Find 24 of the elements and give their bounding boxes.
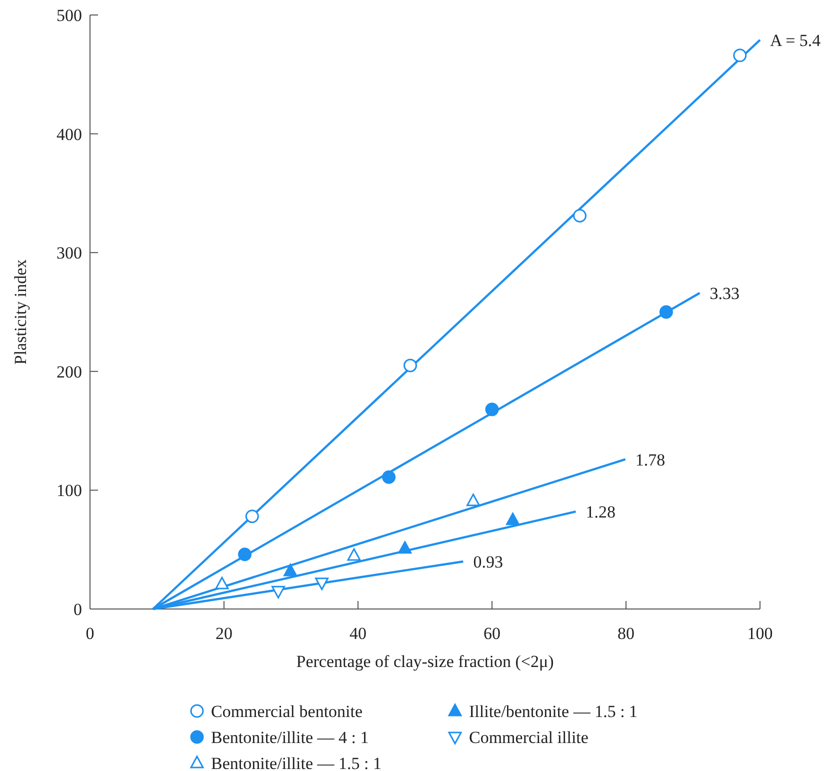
- x-tick-label: 0: [86, 624, 94, 643]
- annotation: 0.93: [473, 552, 503, 572]
- legend-label: Illite/bentonite — 1.5 : 1: [469, 702, 638, 721]
- x-tick-label: 40: [350, 624, 366, 643]
- annotation: 1.28: [586, 502, 616, 522]
- legend-label: Commercial illite: [469, 728, 588, 747]
- legend-label: Commercial bentonite: [211, 702, 363, 721]
- annotation: A = 5.4: [770, 30, 822, 50]
- legend-label: Bentonite/illite — 1.5 : 1: [211, 754, 382, 771]
- x-tick-label: 80: [618, 624, 634, 643]
- y-tick-label: 300: [56, 244, 82, 263]
- x-tick-label: 60: [484, 624, 500, 643]
- y-axis-title: Plasticity index: [11, 258, 30, 365]
- legend-label: Bentonite/illite — 4 : 1: [211, 728, 369, 747]
- annotation: 3.33: [710, 284, 740, 303]
- x-tick-label: 100: [747, 624, 773, 643]
- y-tick-label: 200: [56, 362, 82, 382]
- x-axis-title: Percentage of clay-size fraction (<2μ): [296, 652, 554, 671]
- y-tick-label: 100: [56, 481, 82, 500]
- annotation: 1.78: [635, 450, 666, 470]
- y-tick-label: 500: [56, 6, 82, 25]
- y-tick-label: 400: [56, 124, 82, 144]
- y-tick-label: 0: [74, 600, 82, 619]
- x-tick-label: 20: [216, 624, 232, 643]
